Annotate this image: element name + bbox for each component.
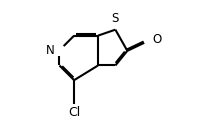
Text: N: N [46,44,55,57]
Text: S: S [111,12,119,25]
Text: Cl: Cl [68,106,80,119]
Text: O: O [152,34,161,46]
